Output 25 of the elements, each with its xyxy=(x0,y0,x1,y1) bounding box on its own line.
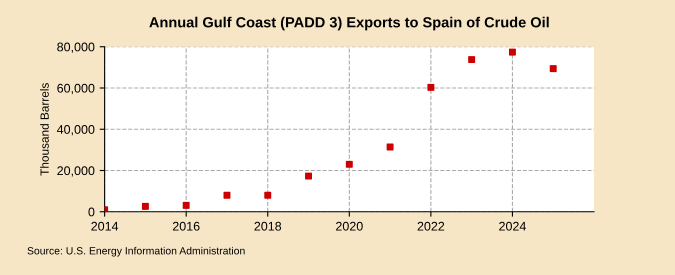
x-tick-label: 2022 xyxy=(418,222,444,231)
x-tick-label: 2024 xyxy=(499,222,526,231)
y-tick-label: 20,000 xyxy=(57,166,94,177)
x-tick-label: 2014 xyxy=(91,222,118,231)
point xyxy=(346,160,353,168)
y-tick-label: 40,000 xyxy=(56,125,94,136)
x-tick-label: 2020 xyxy=(336,222,363,231)
point xyxy=(182,202,190,209)
point xyxy=(264,192,272,199)
point xyxy=(508,48,516,56)
x-tick-label: 2018 xyxy=(254,222,282,231)
y-tick-label: 60,000 xyxy=(57,84,94,94)
y-axis-title: Thousand Barrels xyxy=(40,83,49,176)
point xyxy=(468,56,476,64)
point xyxy=(550,65,557,72)
y-tick-label: 0 xyxy=(88,208,94,216)
chart-title: Annual Gulf Coast (PADD 3) Exports to Spain of Crude Oil xyxy=(149,16,549,30)
point xyxy=(386,144,394,150)
y-tick-label: 80,000 xyxy=(57,42,94,53)
point xyxy=(305,172,312,180)
source-note: Source: U.S. Energy Information Administration xyxy=(27,246,245,257)
point xyxy=(142,202,149,210)
point xyxy=(427,84,434,91)
point xyxy=(223,192,230,199)
x-tick-label: 2016 xyxy=(172,222,200,231)
